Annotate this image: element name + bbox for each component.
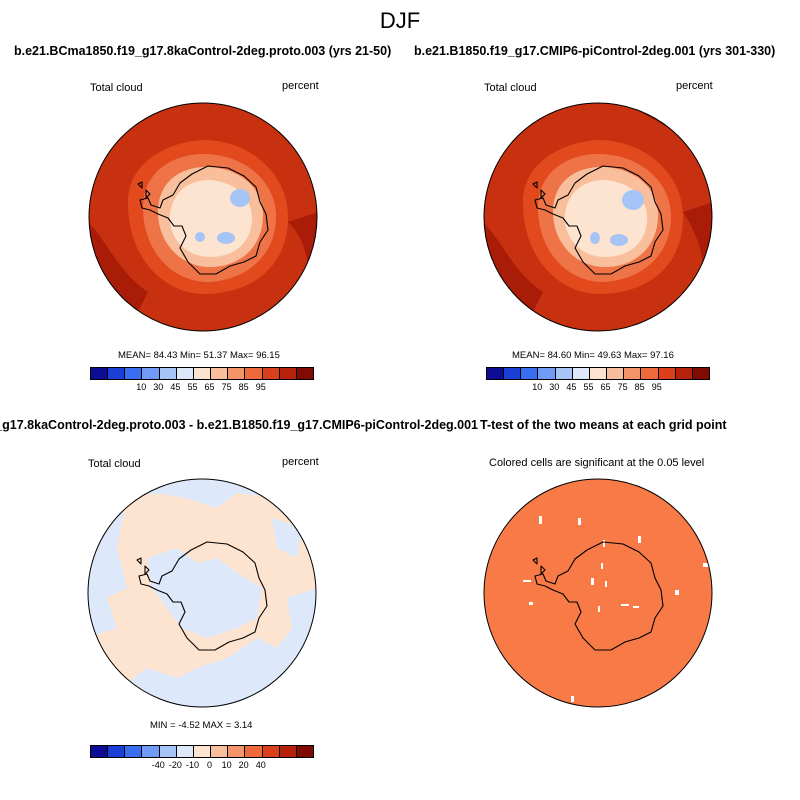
panel-1-colorbar-cell [193, 368, 212, 379]
panel-3-tick-label: 40 [255, 760, 266, 770]
panel-3-colorbar-cell [228, 746, 246, 757]
panel-2-tick-label: 30 [549, 382, 560, 392]
panel-3-colorbar-cell [91, 746, 109, 757]
panel-4-title: T-test of the two means at each grid poi… [480, 418, 727, 432]
panel-1-tick-label: 45 [170, 382, 181, 392]
panel-1-colorbar-cell [108, 368, 126, 379]
panel-2-tick-label: 75 [617, 382, 628, 392]
panel-3-title: b.e21.BCma1850.f19_g17.8kaControl-2deg.p… [0, 418, 478, 432]
panel-3-colorbar-cell [108, 746, 126, 757]
panel-2-colorbar-cell [692, 368, 710, 379]
panel-2-left-label: Total cloud [484, 82, 537, 94]
panel-1-colorbar-cell [125, 368, 143, 379]
panel-2-units: percent [676, 80, 713, 92]
panel-2-colorbar-cell [555, 368, 573, 379]
panel-3-colorbar-cell [296, 746, 314, 757]
panel-2-colorbar-ticks: 10 30 45 55 65 75 85 95 [486, 382, 708, 394]
panel-3-tick-label: 0 [207, 760, 213, 770]
panel-1-colorbar-cell [211, 368, 229, 379]
panel-1-colorbar [90, 367, 314, 380]
panel-3-tick-label: 20 [238, 760, 249, 770]
panel-3-colorbar-ticks: -40 -20 -10 0 10 20 40 [90, 760, 312, 772]
panel-1-tick-label: 95 [255, 382, 266, 392]
panel-2-tick-label: 10 [532, 382, 543, 392]
panel-3-tick-label: -20 [168, 760, 182, 770]
panel-2-colorbar-cell [487, 368, 505, 379]
panel-2-tick-label: 85 [634, 382, 645, 392]
panel-3-stats: MIN = -4.52 MAX = 3.14 [150, 720, 253, 731]
panel-1-colorbar-ticks: 10 30 45 55 65 75 85 95 [90, 382, 312, 394]
panel-1-tick-label: 85 [238, 382, 249, 392]
panel-1-tick-label: 75 [221, 382, 232, 392]
panel-2-colorbar-cell [504, 368, 522, 379]
panel-3-colorbar-cell [245, 746, 263, 757]
panel-4-subtitle: Colored cells are significant at the 0.0… [489, 457, 705, 469]
panel-2-colorbar-cell [572, 368, 590, 379]
panel-2-tick-label: 95 [651, 382, 662, 392]
panel-2-map [483, 102, 713, 332]
panel-1-colorbar-cell [262, 368, 280, 379]
panel-2-colorbar-cell [538, 368, 556, 379]
panel-2-tick-label: 65 [600, 382, 611, 392]
panel-1-tick-label: 30 [153, 382, 164, 392]
panel-3-colorbar [90, 745, 314, 758]
panel-3-map [87, 478, 317, 708]
panel-2-colorbar-cell [624, 368, 642, 379]
panel-2-colorbar-cell [658, 368, 676, 379]
panel-2-colorbar-cell [675, 368, 693, 379]
panel-1-tick-label: 55 [187, 382, 198, 392]
panel-3-tick-label: 10 [221, 760, 232, 770]
panel-3-colorbar-cell [159, 746, 177, 757]
panel-3-colorbar-cell [125, 746, 143, 757]
panel-1-colorbar-cell [279, 368, 297, 379]
figure-title: DJF [379, 8, 421, 33]
panel-3-colorbar-cell [142, 746, 160, 757]
panel-2-tick-label: 55 [583, 382, 594, 392]
panel-1-colorbar-cell [159, 368, 177, 379]
panel-1-tick-label: 65 [204, 382, 215, 392]
panel-2-colorbar-cell [521, 368, 539, 379]
panel-3-colorbar-cell [211, 746, 229, 757]
panel-1-title: b.e21.BCma1850.f19_g17.8kaControl-2deg.p… [14, 44, 392, 58]
panel-3-tick-label: -40 [151, 760, 165, 770]
panel-4-map [483, 478, 713, 708]
panel-1-left-label: Total cloud [90, 82, 143, 94]
panel-2-colorbar-cell [589, 368, 608, 379]
panel-1-colorbar-cell [228, 368, 246, 379]
panel-3-colorbar-cell [279, 746, 297, 757]
panel-2-colorbar [486, 367, 710, 380]
panel-3-units: percent [282, 456, 319, 468]
panel-3-left-label: Total cloud [88, 458, 141, 470]
panel-1-colorbar-cell [176, 368, 194, 379]
panel-1-map [88, 102, 318, 332]
panel-1-stats: MEAN= 84.43 Min= 51.37 Max= 96.15 [118, 350, 280, 361]
panel-1-colorbar-cell [296, 368, 314, 379]
panel-3-tick-label: -10 [185, 760, 199, 770]
panel-3-colorbar-cell [176, 746, 194, 757]
panel-3-colorbar-cell [193, 746, 212, 757]
panel-2-stats: MEAN= 84.60 Min= 49.63 Max= 97.16 [512, 350, 674, 361]
panel-1-units: percent [282, 80, 319, 92]
panel-1-colorbar-cell [91, 368, 109, 379]
panel-3-colorbar-cell [262, 746, 280, 757]
panel-2-title: b.e21.B1850.f19_g17.CMIP6-piControl-2deg… [414, 44, 776, 58]
panel-1-colorbar-cell [245, 368, 263, 379]
panel-2-colorbar-cell [607, 368, 625, 379]
panel-2-tick-label: 45 [566, 382, 577, 392]
panel-2-colorbar-cell [641, 368, 659, 379]
panel-1-colorbar-cell [142, 368, 160, 379]
panel-1-tick-label: 10 [136, 382, 147, 392]
